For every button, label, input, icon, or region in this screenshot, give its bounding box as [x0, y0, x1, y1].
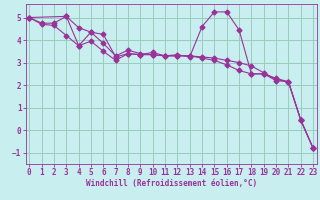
X-axis label: Windchill (Refroidissement éolien,°C): Windchill (Refroidissement éolien,°C) [86, 179, 257, 188]
